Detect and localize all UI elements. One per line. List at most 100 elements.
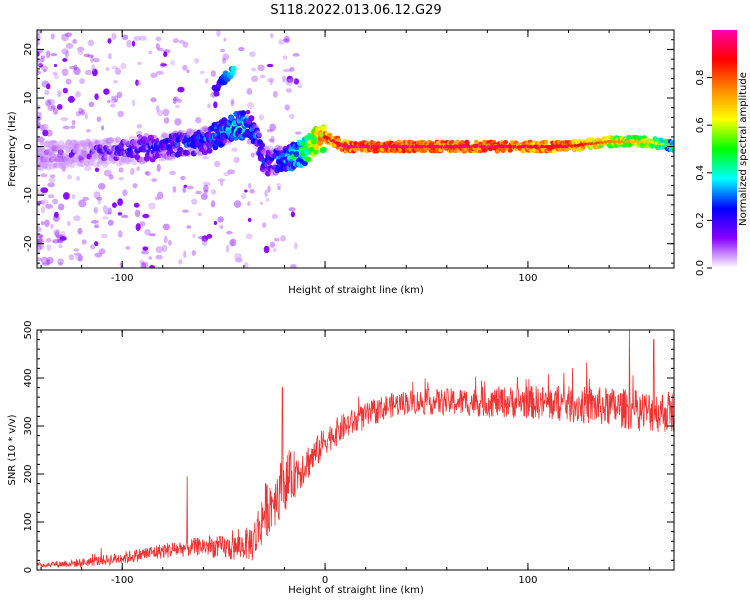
- spectrogram-ridge-cell: [105, 158, 112, 165]
- spectrogram-noise-speckle: [207, 103, 211, 109]
- spectrogram-noise-speckle: [39, 141, 45, 145]
- spectrogram-noise-speckle: [40, 123, 49, 131]
- spectrogram-ridge-cell: [44, 148, 51, 155]
- spectrogram-noise-speckle: [84, 112, 88, 120]
- spectrogram-noise-speckle: [136, 166, 140, 171]
- spectrogram-noise-speckle: [77, 227, 83, 235]
- spectrogram-noise-speckle: [197, 236, 205, 240]
- spectrogram-noise-speckle: [45, 204, 53, 209]
- spectrogram-xlabel: Height of straight line (km): [288, 285, 424, 296]
- spectrogram-noise-speckle: [102, 216, 109, 220]
- spectrogram-noise-speckle: [54, 63, 58, 68]
- spectrogram-noise-speckle: [87, 39, 95, 47]
- spectrogram-noise-speckle: [37, 33, 41, 41]
- spectrogram-noise-speckle: [245, 233, 253, 240]
- spectrogram-ridge-cell: [87, 160, 94, 167]
- spectrogram-ridge-cell: [267, 145, 274, 152]
- spectrogram-noise-speckle: [182, 186, 187, 193]
- spectrogram-ridge-cell: [336, 137, 342, 143]
- spectrogram-ridge-cell: [55, 155, 62, 162]
- spectrogram-noise-speckle: [40, 199, 49, 206]
- spectrogram-ridge-cell: [186, 128, 193, 135]
- spectrogram-noise-speckle: [136, 124, 143, 129]
- spectrogram-noise-speckle: [43, 69, 47, 73]
- spectrogram-ridge-cell: [76, 153, 83, 160]
- spectrogram-noise-speckle: [52, 198, 59, 205]
- spectrogram-ridge-cell: [82, 147, 89, 154]
- snr-y-tick-label: 0: [23, 567, 34, 573]
- spectrogram-noise-speckle: [107, 207, 112, 215]
- spectrogram-noise-speckle: [135, 223, 141, 232]
- spectrogram-ridge-cell: [65, 139, 72, 146]
- spectrogram-ridge-cell: [108, 137, 115, 144]
- spectrogram-ridge-cell: [120, 139, 127, 146]
- spectrogram-noise-speckle: [214, 160, 221, 168]
- spectrogram-ridge-cell: [317, 139, 324, 146]
- spectrogram-noise-speckle: [45, 237, 52, 243]
- spectrogram-noise-speckle: [195, 117, 202, 124]
- spectrogram-ridge-cell: [41, 161, 48, 168]
- spectrogram-ridge-cell: [101, 155, 108, 162]
- spectrogram-noise-speckle: [144, 171, 148, 175]
- spectrogram-noise-speckle: [39, 235, 43, 239]
- spectrogram-noise-speckle: [230, 100, 235, 107]
- spectrogram-noise-speckle: [57, 238, 64, 244]
- spectrogram-ridge-cell: [72, 144, 79, 151]
- spectrogram-noise-speckle: [137, 61, 142, 65]
- spectrogram-noise-speckle: [52, 108, 59, 115]
- spectrogram-noise-speckle: [97, 182, 106, 190]
- spectrogram-ridge-cell: [473, 139, 479, 145]
- spectrogram-noise-speckle: [182, 64, 188, 71]
- spectrogram-noise-speckle: [258, 114, 264, 121]
- spectrogram-noise-speckle: [265, 197, 270, 202]
- spectrogram-noise-speckle: [37, 59, 43, 67]
- spectrogram-noise-speckle: [37, 139, 40, 143]
- spectrogram-noise-speckle: [270, 33, 274, 39]
- spectrogram-noise-speckle: [246, 88, 253, 95]
- spectrogram-ridge-cell: [87, 141, 94, 148]
- spectrogram-ridge-cell: [73, 148, 80, 155]
- spectrogram-ridge-cell: [37, 160, 43, 167]
- spectrogram-ridge-cell: [83, 160, 90, 167]
- spectrogram-ridge-cell: [82, 140, 89, 147]
- spectrogram-ridge-cell: [81, 152, 88, 159]
- spectrogram-noise-speckle: [48, 177, 56, 183]
- spectrogram-ridge-cell: [102, 155, 109, 162]
- spectrogram-ridge-cell: [139, 156, 146, 163]
- spectrogram-noise-speckle: [142, 213, 150, 219]
- spectrogram-noise-speckle: [96, 116, 102, 123]
- spectrogram-ridge-cell: [39, 147, 46, 154]
- spectrogram-noise-speckle: [273, 237, 280, 242]
- spectrogram-noise-speckle: [78, 107, 83, 115]
- snr-x-tick-label: -100: [111, 575, 134, 586]
- spectrogram-noise-speckle: [66, 174, 73, 180]
- spectrogram-ridge-cell: [58, 140, 65, 147]
- spectrogram-ridge-cell: [45, 141, 52, 148]
- spectrogram-ridge-cell: [101, 140, 108, 147]
- snr-x-tick-label: 100: [518, 575, 537, 586]
- spectrogram-noise-speckle: [180, 175, 186, 181]
- spectrogram-noise-speckle: [142, 246, 149, 251]
- spectrogram-noise-speckle: [148, 50, 153, 55]
- spectrogram-ridge-cell: [37, 146, 42, 153]
- spectrogram-ridge-cell: [199, 126, 206, 133]
- spectrogram-noise-speckle: [37, 233, 44, 239]
- spectrogram-ridge-cell: [99, 138, 106, 145]
- spectrogram-noise-speckle: [234, 253, 243, 260]
- spectrogram-noise-speckle: [210, 200, 216, 208]
- spectrogram-ridge-cell: [76, 156, 83, 163]
- spectrogram-ridge-cell: [75, 160, 82, 167]
- spectrogram-noise-speckle: [110, 98, 118, 104]
- spectrogram-noise-speckle: [231, 147, 238, 152]
- spectrogram-noise-speckle: [268, 138, 275, 143]
- spectrogram-noise-speckle: [285, 78, 293, 87]
- spectrogram-noise-speckle: [37, 201, 43, 205]
- spectrogram-noise-speckle: [233, 156, 240, 164]
- spectrogram-noise-speckle: [136, 134, 143, 138]
- spectrogram-noise-speckle: [46, 244, 52, 251]
- spectrogram-noise-speckle: [264, 189, 268, 198]
- spectrogram-ridge-cell: [221, 137, 228, 144]
- spectrogram-ridge-cell: [82, 150, 89, 157]
- spectrogram-noise-speckle: [155, 36, 162, 42]
- spectrogram-ridge-cell: [76, 140, 83, 147]
